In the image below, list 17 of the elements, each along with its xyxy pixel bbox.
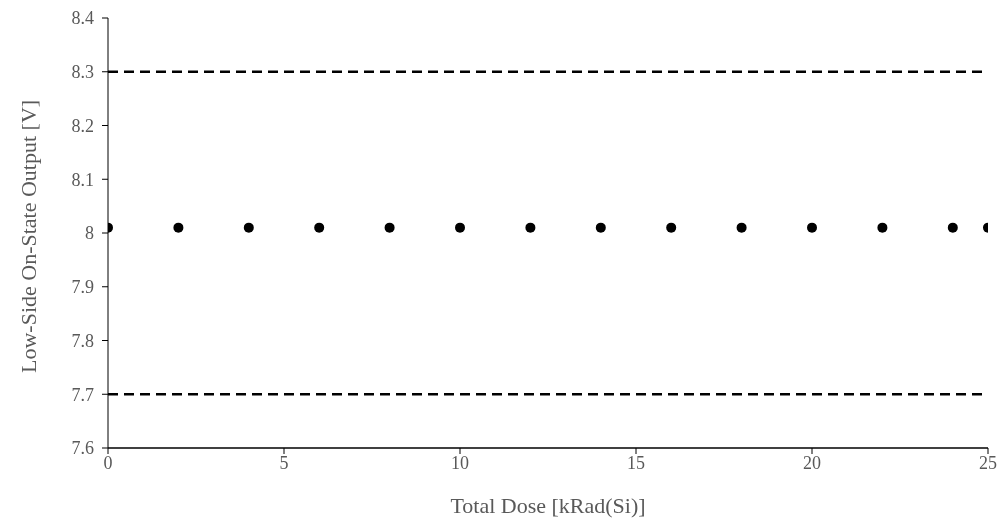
y-tick-label: 8 [85,223,94,244]
y-tick-label: 7.8 [71,330,94,351]
y-tick-label: 8.2 [71,115,94,136]
x-tick-label: 0 [103,452,113,473]
x-tick-label: 25 [979,452,997,473]
y-tick-label: 8.3 [71,62,94,83]
y-tick-label: 7.9 [71,277,94,298]
x-tick-label: 20 [803,452,821,473]
y-tick-label: 7.7 [71,384,94,405]
x-tick-label: 15 [627,452,645,473]
y-tick-label: 8.4 [71,8,94,29]
y-axis-title: Low-Side On-State Output [V] [15,99,41,373]
x-tick-label: 10 [451,452,469,473]
x-tick-label: 5 [279,452,289,473]
y-tick-label: 8.1 [71,169,94,190]
y-tick-label: 7.6 [71,438,94,459]
x-axis-title: Total Dose [kRad(Si)] [450,493,646,518]
